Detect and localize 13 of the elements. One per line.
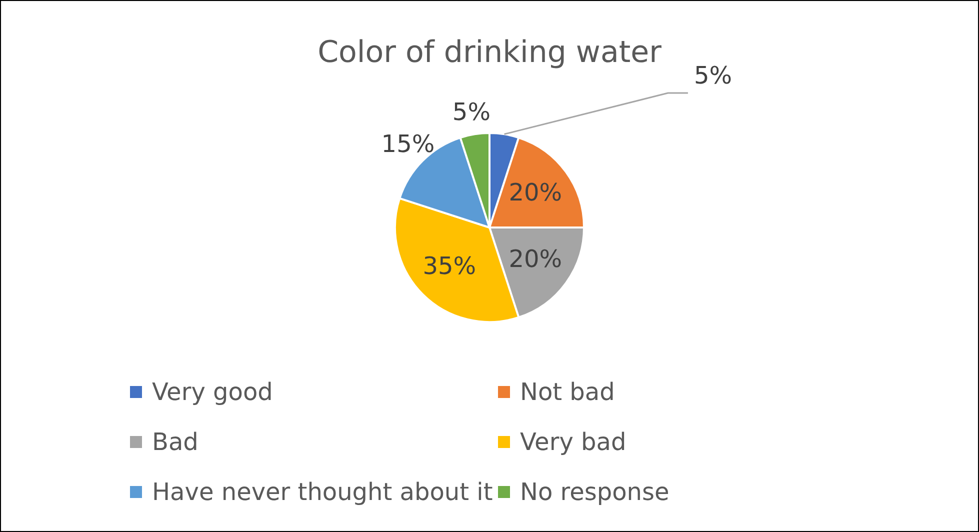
data-label: 20% bbox=[508, 245, 562, 274]
legend-label: Very bad bbox=[520, 428, 626, 456]
legend-label: Bad bbox=[152, 428, 198, 456]
data-label: 5% bbox=[452, 98, 491, 126]
legend-label: Have never thought about it bbox=[152, 478, 493, 506]
legend-label: Not bad bbox=[520, 378, 615, 406]
chart-title: Color of drinking water bbox=[318, 34, 662, 70]
data-label: 5% bbox=[694, 61, 732, 90]
legend-label: No response bbox=[520, 478, 670, 506]
data-label: 15% bbox=[381, 130, 435, 158]
data-label: 35% bbox=[422, 252, 476, 280]
legend-label: Very good bbox=[152, 378, 273, 406]
data-label: 20% bbox=[508, 178, 562, 206]
